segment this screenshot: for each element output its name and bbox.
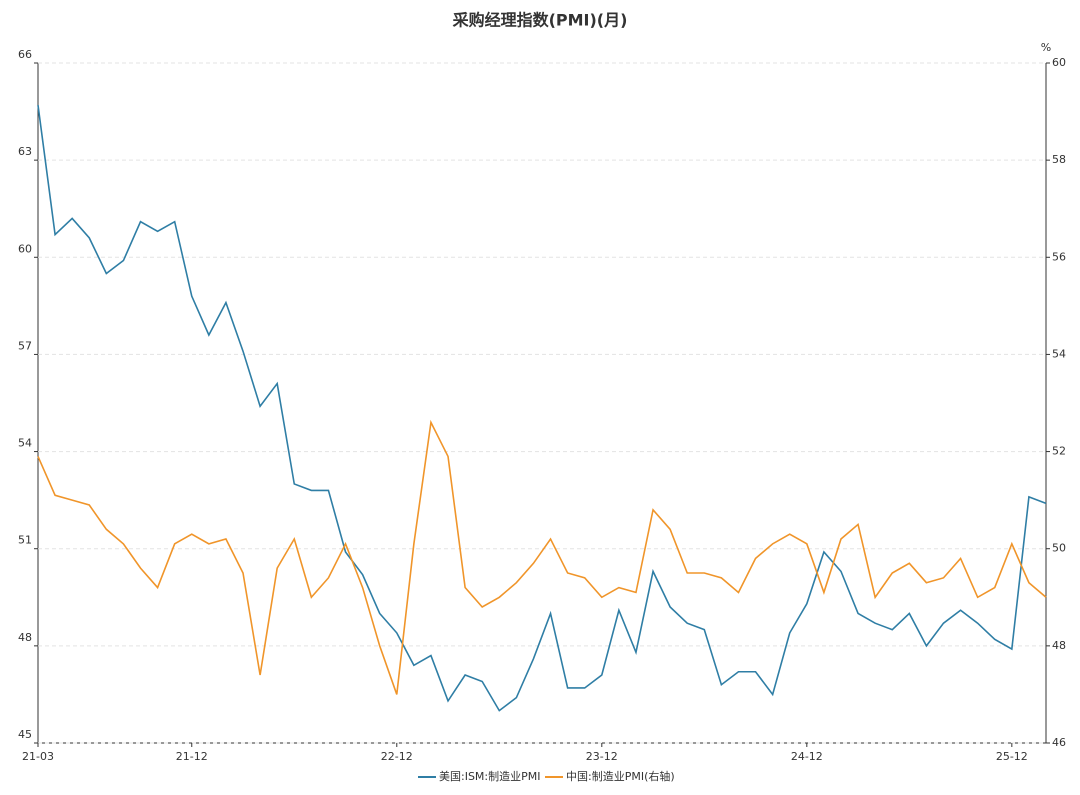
chart-title: 采购经理指数(PMI)(月) xyxy=(452,11,628,30)
y2-tick-label: 50 xyxy=(1052,542,1066,555)
series-line xyxy=(37,419,1047,695)
x-tick-label: 23-12 xyxy=(586,750,618,763)
y-tick-label: 54 xyxy=(18,437,32,450)
y-tick-label: 57 xyxy=(18,339,32,352)
x-tick-label: 24-12 xyxy=(791,750,823,763)
y2-tick-label: 52 xyxy=(1052,445,1066,458)
y-tick-label: 45 xyxy=(18,728,32,741)
series-line xyxy=(37,104,1047,712)
legend-label: 美国:ISM:制造业PMI xyxy=(439,769,541,783)
y2-tick-label: 60 xyxy=(1052,56,1066,69)
y-tick-label: 66 xyxy=(18,48,32,61)
y-tick-label: 60 xyxy=(18,242,32,255)
x-tick-label: 25-12 xyxy=(996,750,1028,763)
y2-tick-label: 58 xyxy=(1052,153,1066,166)
y-tick-label: 48 xyxy=(18,631,32,644)
y2-tick-label: 54 xyxy=(1052,347,1066,360)
y2-tick-label: 48 xyxy=(1052,639,1066,652)
legend-label: 中国:制造业PMI(右轴) xyxy=(566,769,675,783)
y2-tick-label: 56 xyxy=(1052,250,1066,263)
y2-unit: % xyxy=(1041,41,1051,54)
y2-tick-label: 46 xyxy=(1052,736,1066,749)
x-tick-label: 21-03 xyxy=(22,750,54,763)
x-tick-label: 22-12 xyxy=(381,750,413,763)
y-tick-label: 51 xyxy=(18,534,32,547)
x-tick-label: 21-12 xyxy=(176,750,208,763)
y-tick-label: 63 xyxy=(18,145,32,158)
